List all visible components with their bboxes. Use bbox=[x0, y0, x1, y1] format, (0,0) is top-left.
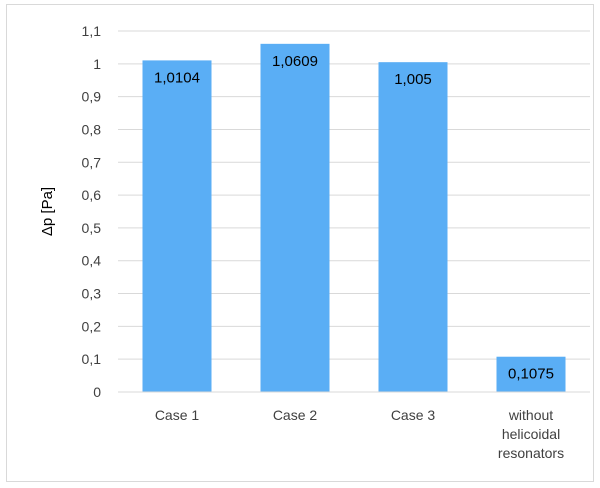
x-axis-categories: Case 1 Case 2 Case 3 without helicoidal reson… bbox=[155, 407, 564, 461]
bar bbox=[496, 356, 566, 392]
category-label: Case 3 bbox=[391, 407, 436, 423]
category-label: Case 1 bbox=[155, 407, 200, 423]
data-labels: 1,0104 1,0609 1,005 0,1075 bbox=[154, 53, 554, 383]
bar bbox=[260, 43, 330, 392]
data-label: 1,005 bbox=[394, 71, 432, 88]
y-tick-label: 0,8 bbox=[82, 121, 102, 137]
y-tick-label: 0 bbox=[93, 384, 101, 400]
y-tick-label: 0,7 bbox=[82, 154, 102, 170]
bar bbox=[378, 62, 448, 392]
category-label: Case 2 bbox=[273, 407, 318, 423]
y-tick-label: 0,2 bbox=[82, 318, 102, 334]
y-tick-label: 1 bbox=[93, 56, 101, 72]
y-tick-label: 0,1 bbox=[82, 351, 102, 367]
data-label: 0,1075 bbox=[508, 366, 554, 383]
y-tick-label: 0,9 bbox=[82, 89, 102, 105]
y-axis-label: Δp [Pa] bbox=[39, 187, 56, 236]
y-tick-label: 0,5 bbox=[82, 220, 102, 236]
y-axis-ticks: 0 0,1 0,2 0,3 0,4 0,5 0,6 0,7 0,8 0,9 1 1,1 bbox=[82, 23, 102, 400]
y-tick-label: 0,3 bbox=[82, 286, 102, 302]
data-label: 1,0609 bbox=[272, 53, 318, 70]
y-tick-label: 1,1 bbox=[82, 23, 102, 39]
data-label: 1,0104 bbox=[154, 69, 200, 86]
y-tick-label: 0,4 bbox=[82, 253, 102, 269]
category-label: without helicoidal resonators bbox=[498, 407, 564, 461]
bars bbox=[142, 43, 566, 392]
bar bbox=[142, 60, 212, 392]
y-tick-label: 0,6 bbox=[82, 187, 102, 203]
